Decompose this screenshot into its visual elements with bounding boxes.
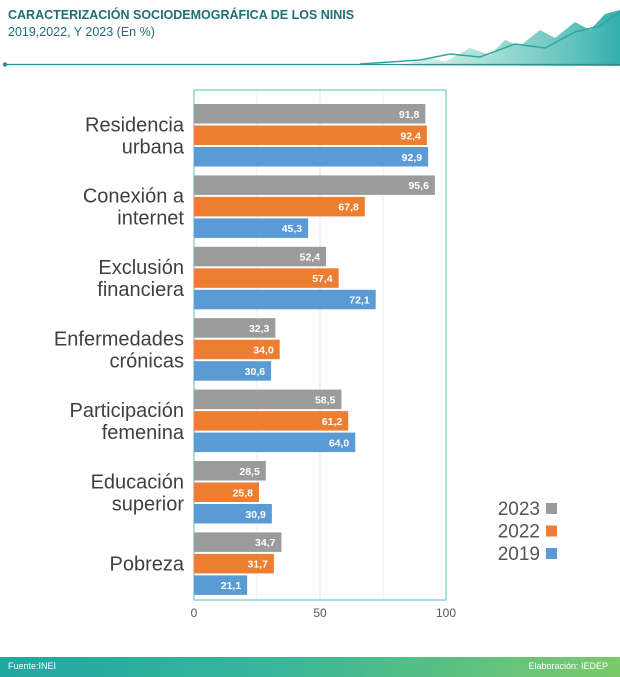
bar-value-label: 30,9 [245,509,266,521]
bar [194,461,266,481]
legend-label: 2019 [498,544,540,565]
bar-value-label: 45,3 [282,223,303,235]
bar [194,289,376,310]
legend-label: 2022 [498,522,540,543]
bar-value-label: 95,6 [408,180,429,192]
bar-value-label: 92,9 [402,152,423,164]
source-note: Fuente:INEI [8,661,57,671]
bar-value-label: 34,7 [255,537,276,549]
bar-value-label: 67,8 [338,202,359,214]
bar [194,482,260,502]
category-label: Conexión a [83,186,185,208]
bar-value-label: 30,6 [245,366,266,378]
bar [194,268,339,288]
bar [194,339,280,360]
category-label: urbana [122,136,185,158]
title-line-1: CARACTERIZACIÓN SOCIODEMOGRÁFICA DE LOS … [8,8,355,22]
bar-chart: 91,8 92,4 92,9 95,6 67,8 45,3 52,4 57,4 72,1 32,3… [54,89,557,620]
bar-value-label: 72,1 [349,295,370,307]
x-axis-ticks: 0 50 100 [191,606,457,620]
bar [194,575,248,595]
category-label: internet [117,208,184,230]
chart-title: CARACTERIZACIÓN SOCIODEMOGRÁFICA DE LOS … [8,7,354,41]
bars-layer: 91,8 92,4 92,9 95,6 67,8 45,3 52,4 57,4 72,1 32,3… [194,104,435,595]
bar [194,411,349,431]
bar-value-label: 92,4 [400,130,421,142]
legend-swatch [546,525,557,537]
bar [194,147,429,167]
legend-swatch [546,503,557,514]
bar [194,532,282,552]
bar [194,196,365,217]
bar [194,175,435,195]
bar-value-label: 52,4 [300,252,321,264]
category-label: Educación [91,471,184,493]
bar [194,389,342,410]
category-label: financiera [97,279,185,301]
category-label: Enfermedades [54,328,184,350]
category-label: Participación [69,400,184,422]
bar [194,361,272,381]
bar [194,432,356,453]
title-line-2: 2019,2022, Y 2023 (En %) [8,25,155,39]
category-label: Pobreza [110,554,185,576]
bar [194,553,274,574]
legend-label: 2023 [498,499,540,520]
category-label: superior [112,493,185,515]
bar [194,125,427,145]
bar [194,318,276,338]
category-label: crónicas [110,350,184,372]
category-label: femenina [102,422,185,444]
bar-value-label: 25,8 [233,487,254,499]
bar-value-label: 91,8 [399,109,420,121]
bar-value-label: 64,0 [329,437,350,449]
bar-value-label: 57,4 [312,273,333,285]
bar-value-label: 28,5 [239,466,260,478]
footer-bar: Fuente:INEI Elaboración: IEDEP [0,657,620,677]
bar-value-label: 32,3 [249,323,270,335]
bar-value-label: 58,5 [315,394,336,406]
bar-value-label: 21,1 [221,580,242,592]
header-decoration [2,10,620,67]
bar-value-label: 31,7 [247,559,268,571]
x-tick-label: 100 [436,606,456,620]
bar-value-label: 61,2 [322,416,343,428]
category-label: Exclusión [98,257,184,279]
x-tick-label: 50 [313,606,327,620]
bar [194,246,327,267]
category-label: Residencia [85,114,185,136]
bar [194,218,309,238]
bar [194,104,426,124]
bar [194,504,272,524]
credit-note: Elaboración: IEDEP [528,661,608,671]
x-tick-label: 0 [191,606,198,620]
legend-swatch [546,548,557,559]
bar-value-label: 34,0 [253,344,274,356]
